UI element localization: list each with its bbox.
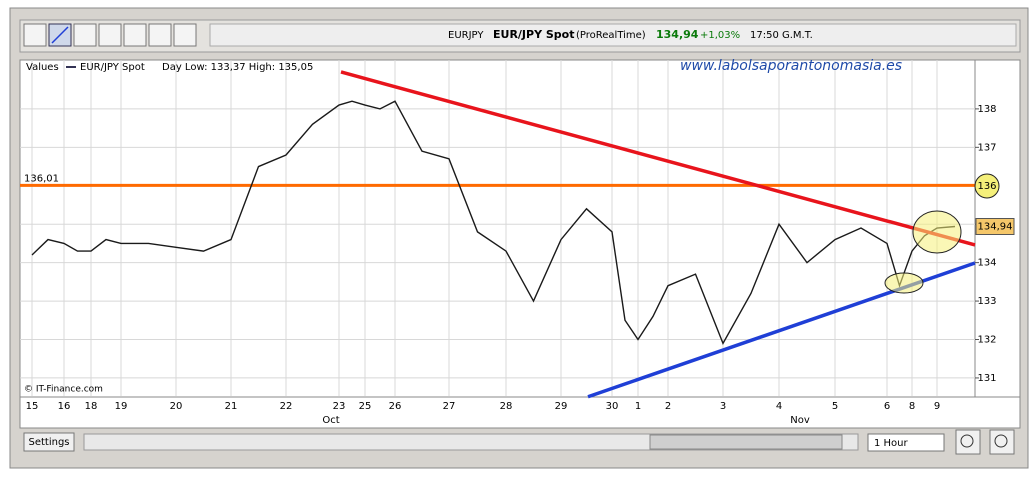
x-tick-label: 22: [280, 401, 293, 412]
x-tick-label: 25: [359, 401, 372, 412]
quote-price: 134,94: [656, 28, 699, 41]
channel-tool[interactable]: [123, 23, 147, 47]
fan-tool[interactable]: [148, 23, 172, 47]
instrument-name: EUR/JPY Spot: [493, 28, 575, 41]
x-tick-label: 2: [665, 401, 671, 412]
interval-select[interactable]: [867, 433, 945, 452]
x-tick-label: 3: [720, 401, 726, 412]
watermark: www.labolsaporantonomasia.es: [680, 58, 902, 74]
icon: [51, 26, 69, 44]
month-label: Oct: [322, 415, 339, 426]
x-tick-label: 26: [389, 401, 402, 412]
x-axis-panel: [19, 396, 1021, 429]
highlight-circle: [974, 173, 1000, 199]
x-tick-label: 28: [500, 401, 513, 412]
x-tick-label: 5: [832, 401, 838, 412]
x-tick-label: 30: [606, 401, 619, 412]
y-tick-label: 133: [977, 296, 996, 307]
hline-tool[interactable]: [73, 23, 97, 47]
month-label: Nov: [790, 415, 810, 426]
credit: © IT-Finance.com: [24, 385, 103, 395]
legend-values: Values: [26, 62, 59, 73]
x-tick-label: 8: [909, 401, 915, 412]
fib-tool[interactable]: [98, 23, 122, 47]
highlight-ellipse: [884, 272, 924, 294]
y-tick-label: 136: [977, 181, 996, 192]
zoom-in-button[interactable]: [989, 429, 1015, 455]
last-price-label: 134,94: [978, 222, 1013, 233]
x-tick-label: 21: [225, 401, 238, 412]
x-tick-label: 9: [934, 401, 940, 412]
legend-series: EUR/JPY Spot: [80, 62, 145, 73]
symbol: EURJPY: [448, 30, 484, 41]
y-tick-label: 137: [977, 142, 996, 153]
quote-bar: [209, 23, 1017, 47]
trend-line: [340, 70, 976, 247]
highlight-ellipse: [912, 210, 962, 254]
plot-area: [19, 59, 976, 398]
quote-change: +1,03%: [700, 30, 740, 41]
legend-range: Day Low: 133,37 High: 135,05: [162, 62, 313, 73]
source: (ProRealTime): [576, 30, 646, 41]
settings-label: Settings: [28, 437, 69, 448]
x-tick-label: 4: [776, 401, 782, 412]
x-tick-label: 1: [635, 401, 641, 412]
tool-buttons: [23, 23, 197, 47]
price-line: [31, 100, 956, 345]
icon: [960, 434, 974, 448]
zoom-out-button[interactable]: [955, 429, 981, 455]
last-price-tag: [975, 218, 1015, 236]
x-tick-label: 23: [333, 401, 346, 412]
labels: 1311321331341351361371381516181920212223…: [24, 104, 1015, 426]
x-tick-label: 19: [115, 401, 128, 412]
delete-tool[interactable]: [173, 23, 197, 47]
y-tick-label: 138: [977, 104, 996, 115]
horizontal-line-label: 136,01: [24, 173, 59, 184]
y-tick-label: 131: [977, 373, 996, 384]
y-tick-label: 132: [977, 335, 996, 346]
interval-label: 1 Hour: [874, 438, 909, 449]
y-tick-label: 134: [977, 258, 996, 269]
x-tick-label: 29: [555, 401, 568, 412]
x-tick-label: 20: [170, 401, 183, 412]
x-tick-label: 16: [58, 401, 71, 412]
x-tick-label: 6: [884, 401, 890, 412]
zoom-tool[interactable]: [23, 23, 47, 47]
x-tick-label: 27: [443, 401, 456, 412]
x-tick-label: 15: [26, 401, 39, 412]
icon: [994, 434, 1008, 448]
x-tick-label: 18: [85, 401, 98, 412]
scroll-thumb[interactable]: [649, 434, 843, 450]
quote-time: 17:50 G.M.T.: [750, 30, 813, 41]
settings-button[interactable]: [23, 432, 75, 452]
